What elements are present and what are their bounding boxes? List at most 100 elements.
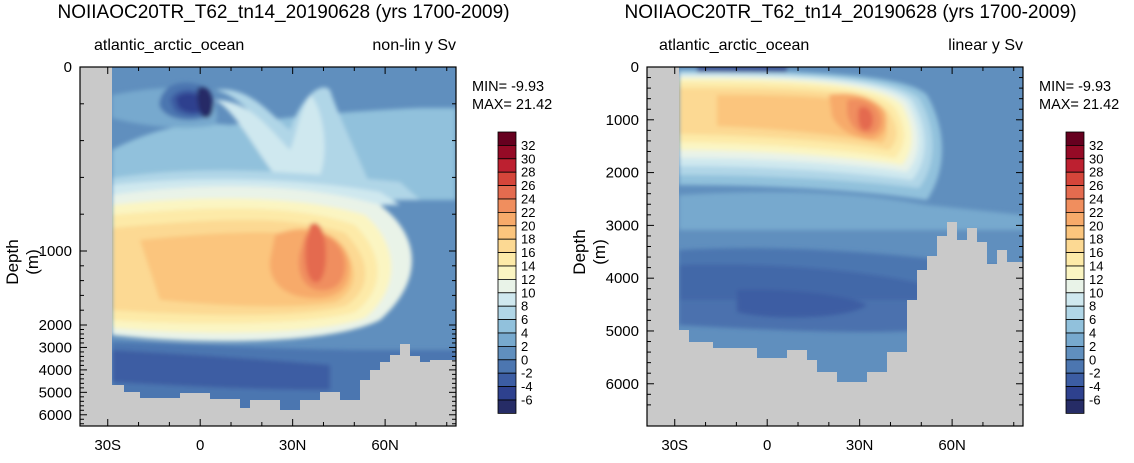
colorbar-label: 10 — [1089, 285, 1103, 300]
colorbar-label: 8 — [521, 299, 528, 314]
y-tick-label: 1000 — [606, 112, 639, 129]
colorbar-swatch — [1065, 198, 1085, 213]
y-tick-label: 6000 — [606, 376, 639, 393]
colorbar-label: -4 — [521, 379, 533, 394]
colorbar-label: 6 — [1089, 312, 1096, 327]
colorbar-label: 16 — [521, 245, 535, 260]
units-label: linear y Sv — [948, 37, 1023, 54]
colorbar-swatch — [497, 158, 517, 173]
x-tick-label: 60N — [938, 437, 966, 454]
colorbar-label: 20 — [521, 218, 535, 233]
colorbar-swatch — [497, 292, 517, 307]
colorbar-label: 26 — [1089, 178, 1103, 193]
axes: 30S 0 30N 60N 0 1000 2000 3000 4000 5000 6000 — [39, 59, 456, 454]
colorbar-label: 24 — [1089, 192, 1103, 207]
region-label: atlantic_arctic_ocean — [659, 37, 810, 54]
contour-panel-nonlinear: NOIIAOC20TR_T62_tn14_20190628 (yrs 1700-… — [3, 2, 553, 454]
colorbar-label: 2 — [1089, 339, 1096, 354]
colorbar-label: 30 — [521, 151, 535, 166]
colorbar-swatch — [497, 332, 517, 347]
colorbar-label: -2 — [521, 366, 533, 381]
colorbar-label: -6 — [521, 393, 533, 408]
axes: 30S 0 30N 60N 0 1000 2000 3000 4000 5000 6000 — [606, 59, 1023, 454]
colorbar-label: 32 — [521, 138, 535, 153]
y-tick-label: 5000 — [606, 323, 639, 340]
colorbar-swatch — [497, 198, 517, 213]
colorbar-swatch — [497, 185, 517, 200]
colorbar-label: 8 — [1089, 299, 1096, 314]
colorbar-swatch — [497, 238, 517, 253]
x-tick-label: 30N — [846, 437, 874, 454]
colorbar-label: 2 — [521, 339, 528, 354]
colorbar-swatch — [497, 399, 517, 414]
colorbar-swatch — [1065, 345, 1085, 361]
min-label: MIN= -9.93 — [1039, 79, 1112, 95]
max-label: MAX= 21.42 — [472, 97, 553, 113]
y-tick-label: 5000 — [39, 384, 72, 401]
colorbar-label: 18 — [521, 232, 535, 247]
colorbar-swatch — [1065, 158, 1085, 173]
colorbar-label: 6 — [521, 312, 528, 327]
x-tick-label: 60N — [371, 437, 399, 454]
colorbar-swatch — [1065, 332, 1085, 347]
colorbar-label: 32 — [1089, 138, 1103, 153]
colorbar-label: 4 — [521, 326, 528, 341]
colorbar-swatch — [497, 372, 517, 387]
colorbar-label: 0 — [1089, 352, 1096, 367]
colorbar-label: 12 — [1089, 272, 1103, 287]
y-tick-label: 1000 — [39, 243, 72, 260]
min-label: MIN= -9.93 — [472, 79, 545, 95]
colorbar-label: 0 — [521, 352, 528, 367]
colorbar-label: 4 — [1089, 326, 1096, 341]
colorbar-swatch — [1065, 359, 1085, 374]
colorbar-swatch — [1065, 212, 1085, 227]
colorbar-swatch — [497, 386, 517, 401]
y-tick-label: 3000 — [606, 217, 639, 234]
colorbar-swatch — [497, 278, 517, 294]
colorbar-label: 16 — [1089, 245, 1103, 260]
region-label: atlantic_arctic_ocean — [94, 37, 245, 54]
colorbar-swatch — [497, 131, 517, 146]
colorbar-swatch — [1065, 372, 1085, 387]
colorbar-label: 22 — [1089, 205, 1103, 220]
y-axis-label: Depth (m) — [570, 229, 609, 275]
colorbar-swatch — [1065, 252, 1085, 267]
contour-panel-linear: NOIIAOC20TR_T62_tn14_20190628 (yrs 1700-… — [567, 0, 1134, 463]
colorbar-label: -4 — [1089, 379, 1101, 394]
colorbar-swatch — [1065, 278, 1085, 294]
x-tick-label: 0 — [763, 437, 771, 454]
colorbar-swatch — [497, 225, 517, 240]
colorbar-label: 14 — [1089, 259, 1103, 274]
colorbar-swatch — [1065, 386, 1085, 401]
colorbar-label: -2 — [1089, 366, 1101, 381]
colorbar-label: 12 — [521, 272, 535, 287]
y-tick-label: 0 — [631, 59, 639, 76]
colorbar-swatch — [497, 171, 517, 187]
x-tick-label: 30S — [94, 437, 121, 454]
colorbar-label: 30 — [1089, 151, 1103, 166]
colorbar-label: 22 — [521, 205, 535, 220]
colorbar-swatch — [1065, 292, 1085, 307]
colorbar-label: 20 — [1089, 218, 1103, 233]
colorbar-swatch — [497, 144, 517, 160]
colorbar-label: 26 — [521, 178, 535, 193]
colorbar-swatch — [1065, 185, 1085, 200]
y-tick-label: 0 — [64, 59, 72, 76]
colorbar-swatch — [1065, 319, 1085, 334]
colorbar-swatch — [497, 319, 517, 334]
colorbar-swatch — [1065, 238, 1085, 253]
y-tick-label: 2000 — [606, 165, 639, 182]
colorbar-swatch — [497, 265, 517, 280]
x-tick-label: 0 — [196, 437, 204, 454]
chart-title: NOIIAOC20TR_T62_tn14_20190628 (yrs 1700-… — [624, 2, 1077, 23]
units-label: non-lin y Sv — [372, 37, 456, 54]
colorbar-label: -6 — [1089, 393, 1101, 408]
colorbar-swatch — [1065, 144, 1085, 160]
colorbar-label: 28 — [521, 165, 535, 180]
colorbar-swatch — [497, 359, 517, 374]
colorbar-label: 24 — [521, 192, 535, 207]
colorbar-label: 14 — [521, 259, 535, 274]
max-label: MAX= 21.42 — [1039, 97, 1120, 113]
y-tick-label: 4000 — [39, 362, 72, 379]
